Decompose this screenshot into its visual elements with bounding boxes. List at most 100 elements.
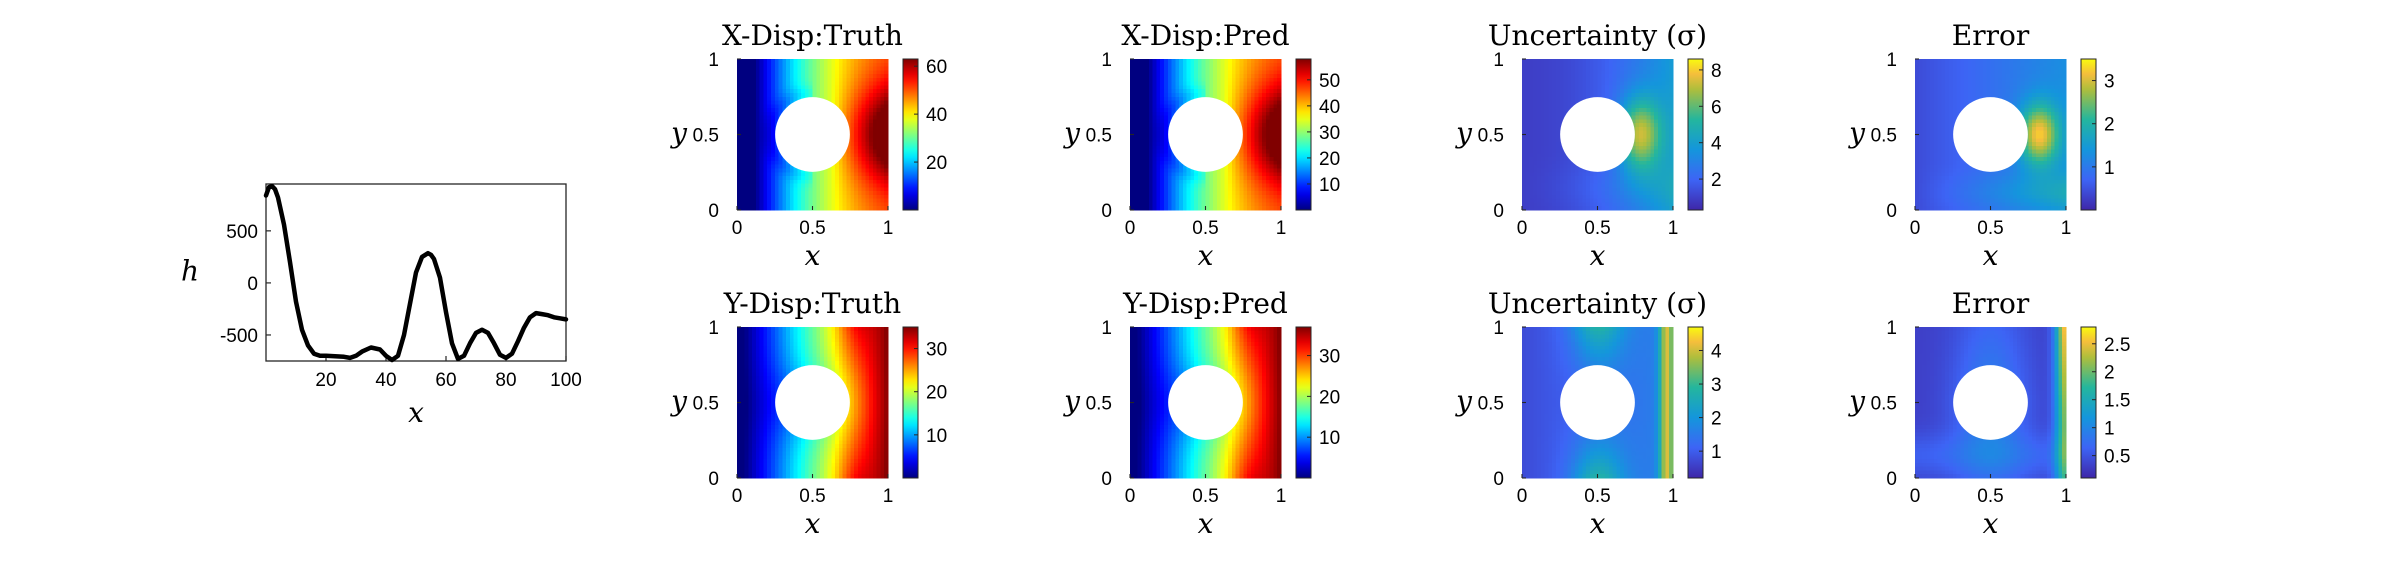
- heatmap-cell: [1148, 100, 1154, 105]
- heatmap-cell: [767, 134, 772, 139]
- heatmap-cell: [1194, 198, 1199, 204]
- heatmap-cell: [1522, 149, 1527, 154]
- heatmap-cell: [1631, 191, 1636, 196]
- heatmap-cell: [1552, 149, 1557, 154]
- heatmap-cell: [778, 66, 783, 71]
- heatmap-cell: [1228, 77, 1233, 83]
- heatmap-cell: [1593, 202, 1599, 207]
- heatmap-cell: [1254, 115, 1259, 121]
- heatmap-cell: [842, 66, 848, 71]
- heatmap-cell: [1529, 153, 1534, 158]
- heatmap-cell: [854, 164, 859, 170]
- heatmap-cell: [1540, 138, 1546, 143]
- heatmap-cell: [850, 153, 855, 158]
- heatmap-cell: [786, 74, 791, 79]
- heatmap-cell: [1194, 85, 1199, 90]
- heatmap-cell: [854, 126, 859, 132]
- heatmap-cell: [1160, 92, 1165, 98]
- heatmap-cell: [1544, 96, 1550, 102]
- heatmap-cell: [1239, 119, 1244, 124]
- heatmap-cell: [1190, 85, 1195, 90]
- heatmap-cell: [1669, 77, 1674, 83]
- heatmap-cell: [1269, 157, 1275, 162]
- heatmap-cell: [740, 126, 746, 132]
- heatmap-cell: [1171, 194, 1176, 200]
- heatmap-cell: [1163, 142, 1169, 147]
- heatmap-cell: [1540, 96, 1546, 102]
- heatmap-cell: [880, 85, 885, 90]
- heatmap-cell: [1642, 100, 1648, 105]
- heatmap-cell: [1571, 194, 1576, 200]
- heatmap-cell: [854, 115, 859, 121]
- heatmap-cell: [778, 70, 783, 75]
- heatmap-cell: [1567, 70, 1572, 75]
- heatmap-cell: [1605, 198, 1610, 204]
- heatmap-cell: [793, 172, 799, 177]
- heatmap-cell: [1258, 194, 1263, 200]
- heatmap-cell: [1646, 111, 1651, 117]
- heatmap-cell: [1540, 172, 1546, 177]
- heatmap-cell: [1258, 149, 1263, 154]
- heatmap-cell: [1258, 108, 1263, 113]
- heatmap-cell: [740, 115, 746, 121]
- heatmap-cell: [823, 176, 829, 181]
- heatmap-cell: [770, 149, 776, 154]
- heatmap-cell: [1612, 194, 1617, 200]
- heatmap-cell: [786, 70, 791, 75]
- heatmap-cell: [816, 59, 821, 64]
- heatmap-cell: [797, 59, 802, 64]
- heatmap-cell: [1190, 92, 1195, 98]
- heatmap-cell: [842, 81, 848, 87]
- heatmap-cell: [1918, 160, 1924, 166]
- heatmap-cell: [1182, 202, 1188, 207]
- heatmap-cell: [778, 172, 783, 177]
- heatmap-cell: [1646, 145, 1651, 151]
- heatmap-cell: [770, 85, 776, 90]
- heatmap-cell: [1657, 123, 1663, 128]
- heatmap-cell: [755, 160, 761, 166]
- heatmap-cell: [1175, 187, 1180, 192]
- heatmap-cell: [1152, 176, 1158, 181]
- heatmap-cell: [1918, 183, 1924, 188]
- heatmap-cell: [1616, 168, 1621, 173]
- heatmap-cell: [1597, 62, 1602, 68]
- heatmap-cell: [744, 187, 749, 192]
- heatmap-cell: [1269, 145, 1275, 151]
- heatmap-cell: [748, 66, 753, 71]
- heatmap-cell: [1627, 77, 1633, 83]
- heatmap-cell: [1243, 119, 1248, 124]
- heatmap-cell: [1654, 119, 1659, 124]
- heatmap-cell: [767, 157, 772, 162]
- heatmap-cell: [1529, 115, 1534, 121]
- heatmap-cell: [1669, 187, 1674, 192]
- heatmap-cell: [869, 183, 874, 188]
- heatmap-cell: [872, 149, 878, 154]
- heatmap-cell: [835, 160, 840, 166]
- heatmap-cell: [831, 85, 836, 90]
- heatmap-cell: [752, 119, 757, 124]
- heatmap-cell: [1555, 138, 1561, 143]
- heatmap-cell: [884, 85, 889, 90]
- heatmap-cell: [1525, 138, 1531, 143]
- heatmap-cell: [1631, 111, 1636, 117]
- heatmap-cell: [1578, 179, 1584, 185]
- heatmap-cell: [1269, 89, 1275, 94]
- heatmap-cell: [1548, 149, 1553, 154]
- heatmap-cell: [1642, 66, 1648, 71]
- heatmap-cell: [1137, 164, 1142, 170]
- heatmap-cell: [1182, 59, 1188, 64]
- heatmap-cell: [872, 176, 878, 181]
- heatmap-cell: [827, 198, 832, 204]
- heatmap-cell: [1254, 153, 1259, 158]
- heatmap-cell: [1133, 126, 1139, 132]
- heatmap-cell: [1620, 202, 1625, 207]
- heatmap-cell: [884, 160, 889, 166]
- heatmap-cell: [1522, 111, 1527, 117]
- heatmap-cell: [1529, 138, 1534, 143]
- heatmap-cell: [1657, 85, 1663, 90]
- heatmap-cell: [880, 138, 885, 143]
- heatmap-cell: [854, 202, 859, 207]
- heatmap-cell: [1133, 138, 1139, 143]
- heatmap-cell: [850, 89, 855, 94]
- heatmap-cell: [759, 168, 765, 173]
